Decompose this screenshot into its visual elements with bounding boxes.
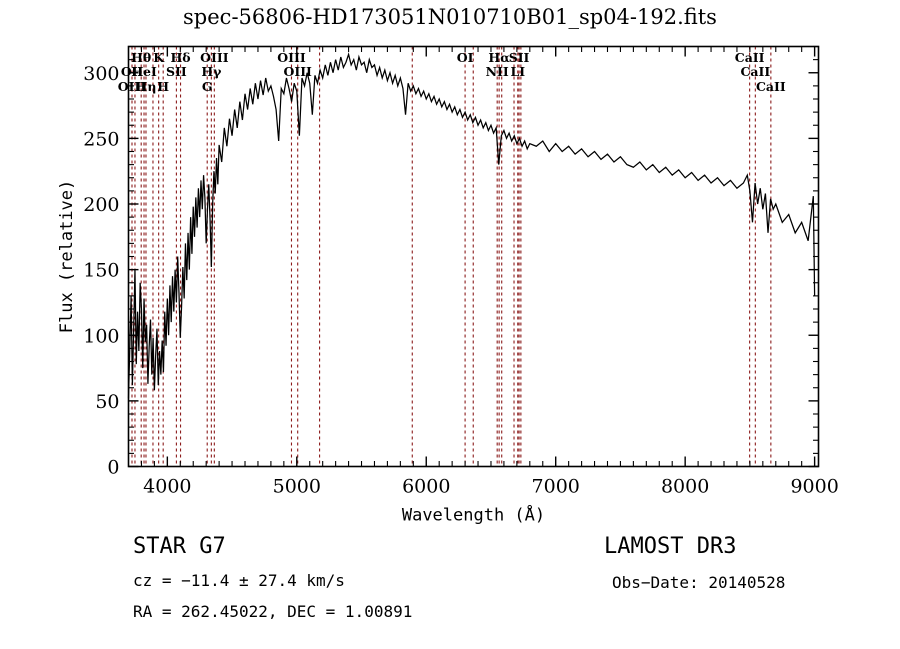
y-tick-label: 50 bbox=[95, 391, 119, 413]
y-tick-label: 100 bbox=[83, 325, 119, 347]
redshift-velocity-label: cz = −11.4 ± 27.4 km/s bbox=[133, 571, 345, 590]
spectral-line-label: LI bbox=[510, 64, 525, 79]
y-tick-label: 150 bbox=[83, 260, 119, 282]
y-tick-label: 250 bbox=[83, 128, 119, 150]
spectrum-trace bbox=[127, 52, 816, 399]
spectral-line-label: CaII bbox=[740, 64, 770, 79]
x-tick-label: 5000 bbox=[273, 476, 321, 498]
spectral-line-label: CaII bbox=[735, 50, 765, 65]
y-tick-label: 200 bbox=[83, 194, 119, 216]
x-tick-label: 9000 bbox=[790, 476, 838, 498]
x-axis-title: Wavelength (Å) bbox=[402, 504, 545, 526]
y-tick-label: 0 bbox=[107, 457, 119, 479]
spectral-line-label: OII bbox=[121, 64, 144, 79]
spectral-line-label: Hη bbox=[136, 79, 157, 94]
object-class-label: STAR G7 bbox=[133, 534, 226, 559]
spectral-line-label: OIII bbox=[283, 64, 312, 79]
page-title: spec-56806-HD173051N010710B01_sp04-192.f… bbox=[183, 5, 717, 29]
spectral-line-label: OIII bbox=[118, 79, 147, 94]
x-axis-ticks bbox=[140, 46, 816, 467]
spectral-line-label: Hθ bbox=[131, 50, 151, 65]
y-tick-label: 300 bbox=[83, 63, 119, 85]
spectral-line-label: CaII bbox=[756, 79, 786, 94]
spectral-line-label: OIII bbox=[277, 50, 306, 65]
x-tick-label: 7000 bbox=[532, 476, 580, 498]
spectral-line-label: HeI bbox=[131, 64, 157, 79]
y-axis-ticks bbox=[128, 45, 819, 468]
spectral-line-label: OI bbox=[457, 50, 474, 65]
spectral-line-label: Hγ bbox=[201, 64, 222, 79]
coordinates-label: RA = 262.45022, DEC = 1.00891 bbox=[133, 602, 413, 621]
spectral-line-label: SII bbox=[166, 64, 187, 79]
spectral-line-label: SII bbox=[509, 50, 530, 65]
y-axis-title: Flux (relative) bbox=[57, 180, 77, 334]
spectral-line-label: OIII bbox=[200, 50, 229, 65]
x-tick-labels: 4000 5000 6000 7000 8000 9000 bbox=[143, 476, 839, 498]
spectral-line-label: Hδ bbox=[170, 50, 190, 65]
line-marker-group bbox=[131, 46, 772, 467]
spectral-line-label: Hα bbox=[488, 50, 510, 65]
x-tick-label: 8000 bbox=[661, 476, 709, 498]
spectral-line-label: K bbox=[153, 50, 165, 65]
survey-label: LAMOST DR3 bbox=[604, 534, 737, 559]
spectral-line-label: H bbox=[157, 79, 169, 94]
observation-date-label: Obs−Date: 20140528 bbox=[612, 573, 786, 592]
x-tick-label: 4000 bbox=[143, 476, 191, 498]
spectral-line-label: NII bbox=[486, 64, 509, 79]
x-tick-label: 6000 bbox=[402, 476, 450, 498]
y-tick-labels: 0 50 100 150 200 250 300 bbox=[83, 63, 119, 479]
spectral-line-label: G bbox=[202, 79, 213, 94]
